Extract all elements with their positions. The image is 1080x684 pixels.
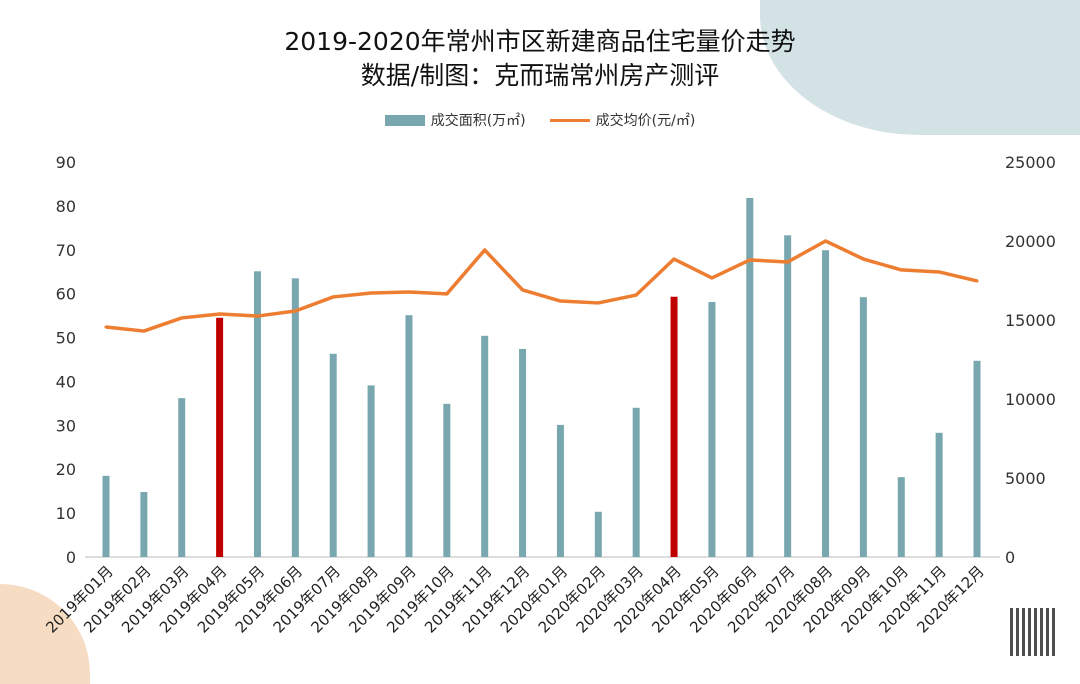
bar bbox=[784, 235, 792, 558]
price-point bbox=[142, 329, 146, 333]
bar bbox=[216, 317, 224, 557]
price-point bbox=[861, 257, 865, 261]
price-point bbox=[483, 248, 487, 252]
bar bbox=[178, 398, 186, 557]
bar bbox=[670, 296, 678, 557]
bar bbox=[632, 407, 640, 557]
legend-swatch-line bbox=[549, 118, 590, 122]
bar bbox=[102, 475, 110, 557]
bar bbox=[746, 197, 754, 557]
y-left-tick: 60 bbox=[56, 285, 76, 304]
price-point bbox=[786, 260, 790, 264]
bar bbox=[253, 271, 261, 557]
price-point bbox=[293, 309, 297, 313]
bar bbox=[291, 278, 299, 557]
y-left-tick: 20 bbox=[56, 460, 76, 479]
chart-title: 2019-2020年常州市区新建商品住宅量价走势 bbox=[284, 27, 796, 56]
y-right-tick: 15000 bbox=[1005, 311, 1056, 330]
price-point bbox=[218, 312, 222, 316]
qr-code bbox=[1010, 608, 1058, 656]
legend-label: 成交面积(万㎡) bbox=[430, 113, 526, 129]
price-point bbox=[558, 299, 562, 303]
y-right-tick: 0 bbox=[1005, 548, 1015, 567]
bar bbox=[935, 432, 943, 557]
bar bbox=[859, 297, 867, 557]
price-point bbox=[369, 291, 373, 295]
price-point bbox=[975, 279, 979, 283]
bar bbox=[708, 302, 716, 557]
legend-item-area: 成交面积(万㎡) bbox=[384, 110, 526, 130]
bar bbox=[443, 403, 451, 557]
bar bbox=[405, 315, 413, 557]
bar bbox=[822, 250, 830, 557]
bar bbox=[556, 424, 564, 557]
legend-label: 成交均价(元/㎡) bbox=[595, 113, 696, 129]
price-point bbox=[445, 292, 449, 296]
bar bbox=[140, 492, 148, 557]
price-point bbox=[180, 316, 184, 320]
price-point bbox=[937, 270, 941, 274]
price-point bbox=[104, 325, 108, 329]
y-right-tick: 5000 bbox=[1005, 469, 1046, 488]
price-point bbox=[521, 288, 525, 292]
y-left-tick: 70 bbox=[56, 241, 76, 260]
price-point bbox=[824, 239, 828, 243]
y-right-tick: 10000 bbox=[1005, 390, 1056, 409]
y-left-tick: 40 bbox=[56, 372, 76, 391]
price-point bbox=[255, 314, 259, 318]
price-point bbox=[748, 258, 752, 262]
price-line bbox=[105, 239, 978, 333]
price-point bbox=[710, 276, 714, 280]
y-left-tick: 80 bbox=[56, 197, 76, 216]
price-point bbox=[331, 295, 335, 299]
legend: 成交面积(万㎡) 成交均价(元/㎡) bbox=[0, 110, 1080, 130]
bar bbox=[481, 335, 489, 557]
y-right-tick: 25000 bbox=[1005, 153, 1056, 172]
price-point bbox=[634, 293, 638, 297]
bar bbox=[367, 385, 375, 557]
y-left-tick: 10 bbox=[56, 504, 76, 523]
bar bbox=[897, 477, 905, 557]
y-right-tick: 20000 bbox=[1005, 232, 1056, 251]
y-left-tick: 30 bbox=[56, 416, 76, 435]
chart-subtitle: 数据/制图：克而瑞常州房产测评 bbox=[360, 61, 720, 90]
legend-swatch-bar bbox=[384, 114, 425, 126]
bar bbox=[594, 511, 602, 557]
bar bbox=[329, 353, 337, 557]
y-left-tick: 90 bbox=[56, 153, 76, 172]
price-point bbox=[596, 301, 600, 305]
bar bbox=[519, 348, 527, 557]
y-left-tick: 0 bbox=[66, 548, 76, 567]
price-point bbox=[672, 257, 676, 261]
y-left-tick: 50 bbox=[56, 329, 76, 348]
price-point bbox=[899, 268, 903, 272]
price-point bbox=[407, 290, 411, 294]
bar bbox=[973, 360, 981, 557]
legend-item-price: 成交均价(元/㎡) bbox=[549, 110, 696, 130]
